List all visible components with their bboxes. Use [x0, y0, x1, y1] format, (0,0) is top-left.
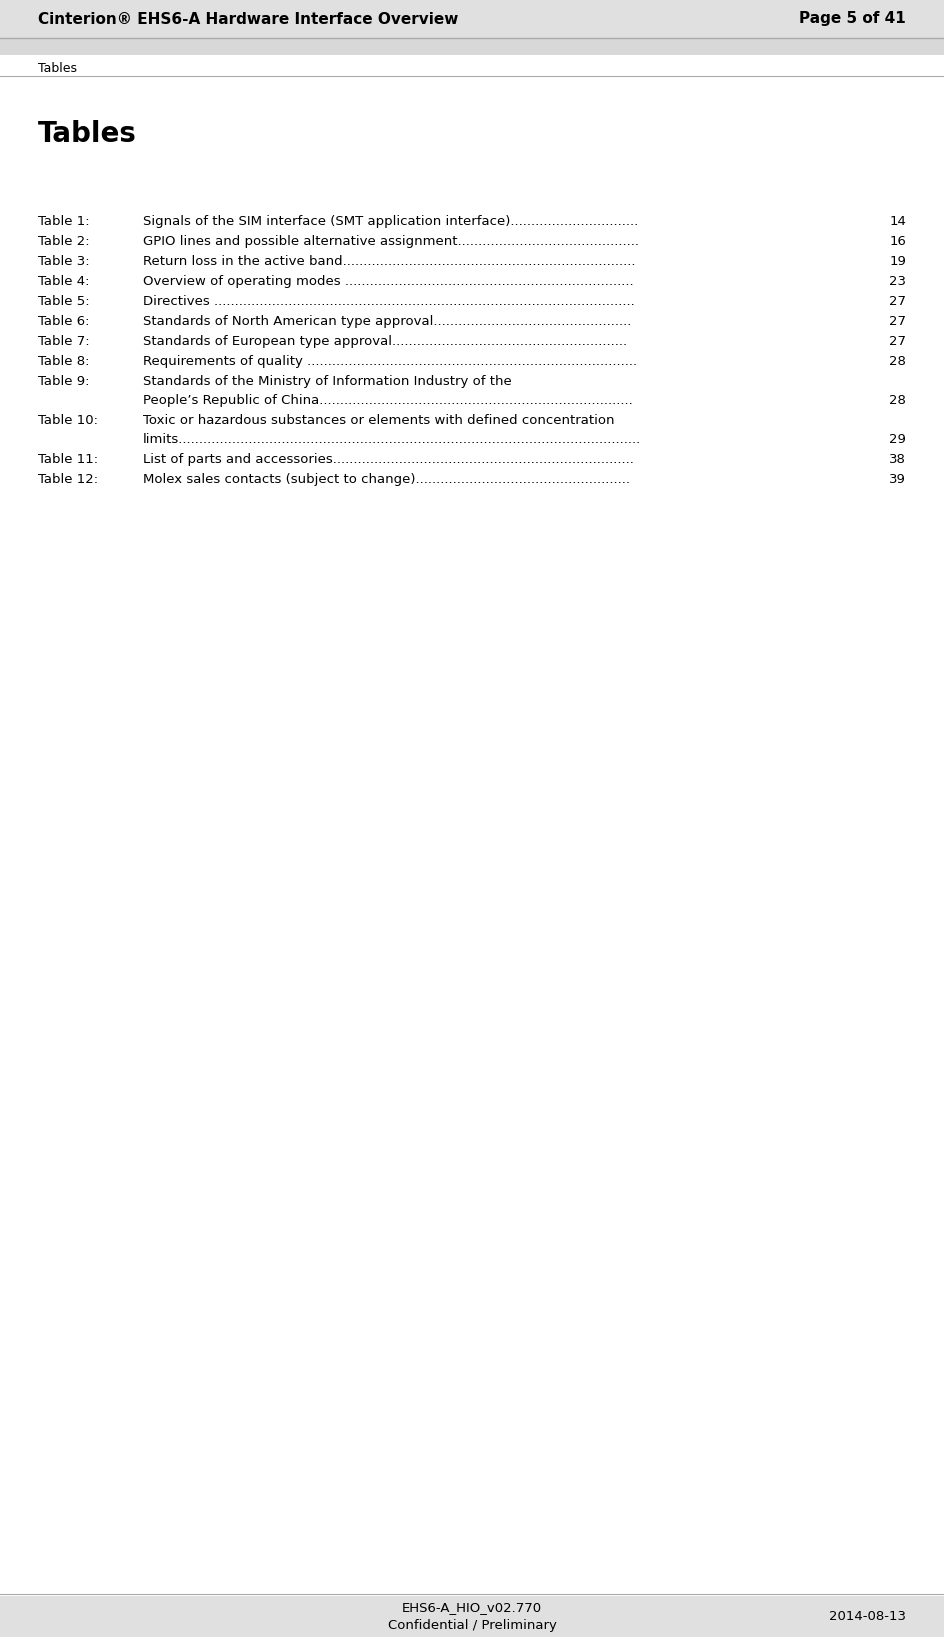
- Text: 19: 19: [889, 255, 906, 268]
- Text: Cinterion® EHS6-A Hardware Interface Overview: Cinterion® EHS6-A Hardware Interface Ove…: [38, 11, 459, 26]
- Text: Table 7:: Table 7:: [38, 336, 90, 349]
- Text: Table 3:: Table 3:: [38, 255, 90, 268]
- Text: Page 5 of 41: Page 5 of 41: [800, 11, 906, 26]
- Text: Table 5:: Table 5:: [38, 295, 90, 308]
- Text: 27: 27: [889, 314, 906, 327]
- Bar: [0, 38, 944, 56]
- Text: Signals of the SIM interface (SMT application interface)........................: Signals of the SIM interface (SMT applic…: [143, 214, 638, 228]
- Text: 28: 28: [889, 355, 906, 368]
- Text: Tables: Tables: [38, 62, 77, 75]
- Text: 23: 23: [889, 275, 906, 288]
- Text: 16: 16: [889, 236, 906, 247]
- Text: Table 6:: Table 6:: [38, 314, 90, 327]
- Text: Return loss in the active band..................................................: Return loss in the active band..........…: [143, 255, 635, 268]
- Text: List of parts and accessories...................................................: List of parts and accessories...........…: [143, 453, 633, 467]
- Text: Standards of the Ministry of Information Industry of the: Standards of the Ministry of Information…: [143, 375, 512, 388]
- Text: Table 4:: Table 4:: [38, 275, 90, 288]
- Text: 2014-08-13: 2014-08-13: [829, 1611, 906, 1622]
- Text: Table 9:: Table 9:: [38, 375, 90, 388]
- Text: Confidential / Preliminary: Confidential / Preliminary: [388, 1619, 556, 1632]
- Text: Tables: Tables: [38, 120, 137, 147]
- Text: Molex sales contacts (subject to change)........................................: Molex sales contacts (subject to change)…: [143, 473, 630, 486]
- Text: Table 12:: Table 12:: [38, 473, 98, 486]
- Text: Standards of European type approval.............................................: Standards of European type approval.....…: [143, 336, 627, 349]
- Text: Overview of operating modes ....................................................: Overview of operating modes ............…: [143, 275, 633, 288]
- Text: Table 2:: Table 2:: [38, 236, 90, 247]
- Text: People’s Republic of China......................................................: People’s Republic of China..............…: [143, 395, 632, 408]
- Text: GPIO lines and possible alternative assignment..................................: GPIO lines and possible alternative assi…: [143, 236, 639, 247]
- Text: Directives .....................................................................: Directives .............................…: [143, 295, 634, 308]
- Text: 38: 38: [889, 453, 906, 467]
- Text: Table 1:: Table 1:: [38, 214, 90, 228]
- Text: Standards of North American type approval.......................................: Standards of North American type approva…: [143, 314, 632, 327]
- Text: limits..........................................................................: limits..................................…: [143, 434, 641, 445]
- Text: 29: 29: [889, 434, 906, 445]
- Text: 14: 14: [889, 214, 906, 228]
- Text: Table 8:: Table 8:: [38, 355, 90, 368]
- Text: 27: 27: [889, 336, 906, 349]
- Bar: [0, 1596, 944, 1637]
- Text: EHS6-A_HIO_v02.770: EHS6-A_HIO_v02.770: [402, 1601, 542, 1614]
- Text: 27: 27: [889, 295, 906, 308]
- Text: Table 11:: Table 11:: [38, 453, 98, 467]
- Text: 28: 28: [889, 395, 906, 408]
- Text: Toxic or hazardous substances or elements with defined concentration: Toxic or hazardous substances or element…: [143, 414, 615, 427]
- Text: 39: 39: [889, 473, 906, 486]
- Bar: [0, 0, 944, 38]
- Text: Table 10:: Table 10:: [38, 414, 98, 427]
- Text: Requirements of quality ........................................................: Requirements of quality ................…: [143, 355, 637, 368]
